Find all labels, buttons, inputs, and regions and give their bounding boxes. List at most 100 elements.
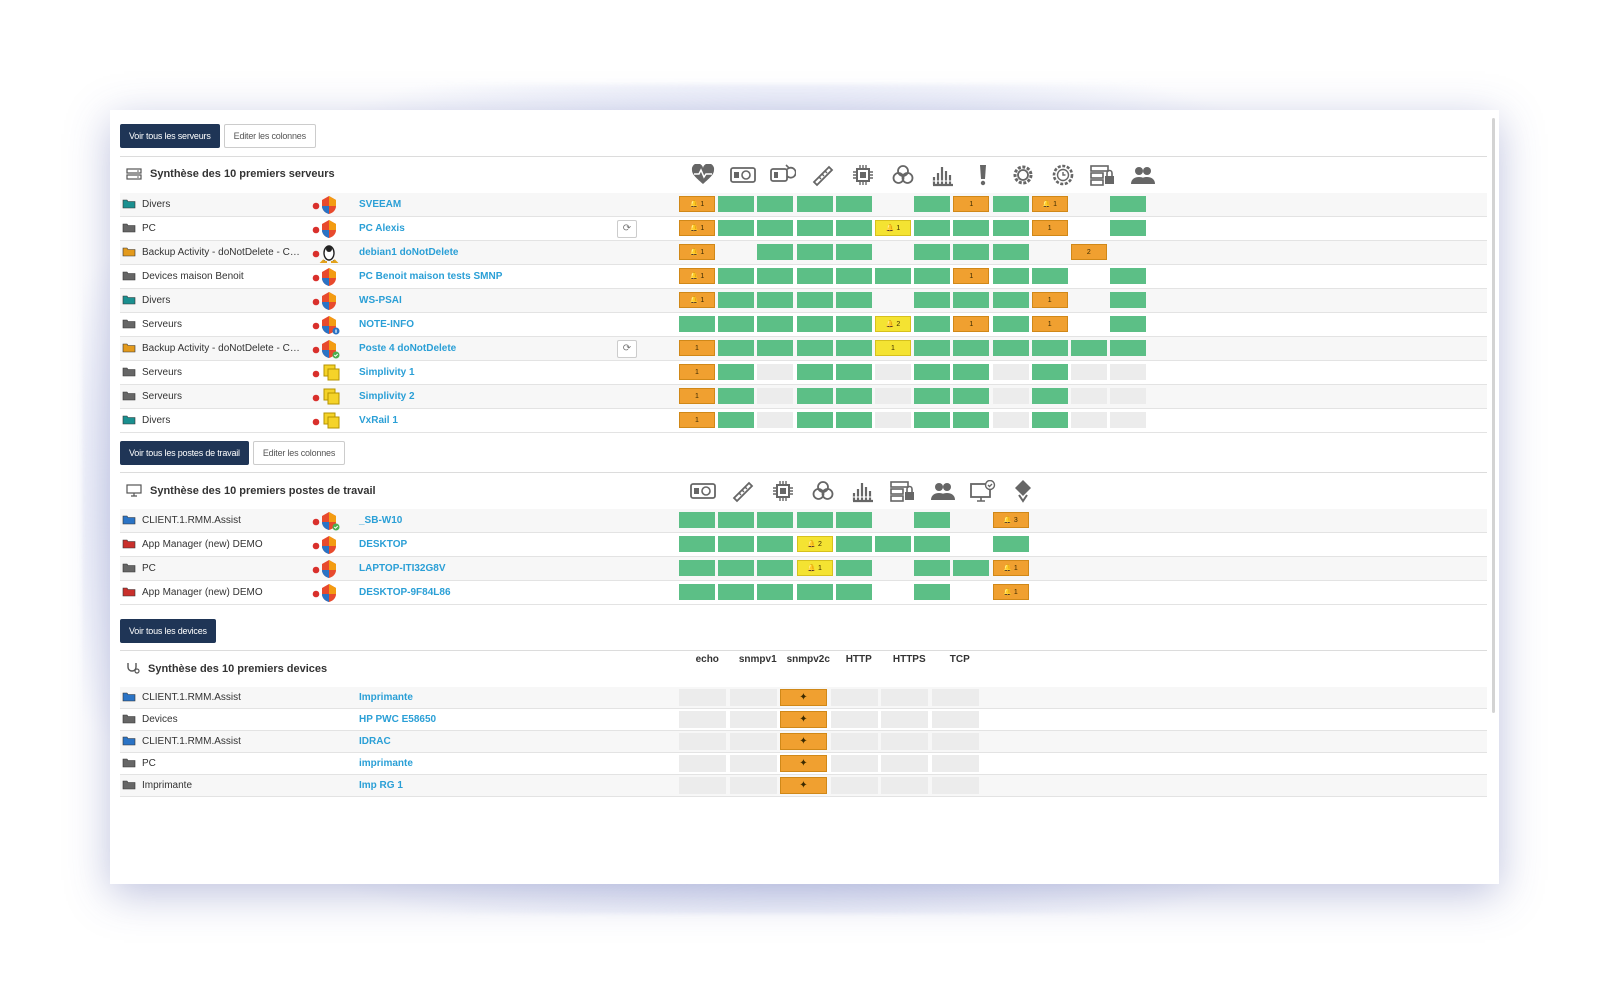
status-cell[interactable]: [718, 536, 755, 552]
host-link[interactable]: debian1 doNotDelete: [359, 247, 459, 258]
table-row[interactable]: App Manager (new) DEMO DESKTOP-9F84L86 🔔 …: [120, 581, 1487, 605]
status-cell[interactable]: 🔔 2: [796, 536, 833, 552]
status-cell[interactable]: [796, 196, 833, 212]
status-cell[interactable]: [1070, 412, 1107, 428]
status-cell[interactable]: 🔔 1: [992, 584, 1029, 600]
status-cell[interactable]: [874, 268, 911, 284]
host-link[interactable]: Simplivity 2: [359, 391, 415, 402]
status-cell[interactable]: [729, 777, 777, 794]
status-cell[interactable]: [718, 268, 755, 284]
status-cell[interactable]: [796, 340, 833, 356]
status-cell[interactable]: [835, 584, 872, 600]
status-cell[interactable]: [914, 388, 951, 404]
status-cell[interactable]: [1070, 340, 1107, 356]
status-cell[interactable]: 2: [1070, 244, 1107, 260]
status-cell[interactable]: [875, 244, 911, 260]
status-cell[interactable]: [874, 364, 911, 380]
status-cell[interactable]: [757, 316, 794, 332]
group-cell[interactable]: CLIENT.1.RMM.Assist: [122, 509, 241, 532]
status-cell[interactable]: [718, 292, 755, 308]
group-cell[interactable]: CLIENT.1.RMM.Assist: [122, 731, 241, 752]
status-cell[interactable]: [718, 340, 755, 356]
table-row[interactable]: Serveurs Simplivity 2 1: [120, 385, 1487, 409]
status-cell[interactable]: [718, 220, 755, 236]
status-cell[interactable]: [875, 512, 911, 528]
status-cell[interactable]: [914, 292, 951, 308]
status-cell[interactable]: [835, 220, 872, 236]
edit-columns-button[interactable]: Editer les colonnes: [223, 124, 316, 148]
status-cell[interactable]: [874, 388, 911, 404]
status-cell[interactable]: [796, 244, 833, 260]
host-link[interactable]: PC Benoit maison tests SMNP: [359, 271, 503, 282]
status-cell[interactable]: [992, 244, 1029, 260]
status-cell[interactable]: 🔔 1: [679, 196, 715, 212]
status-cell[interactable]: [914, 196, 951, 212]
status-cell[interactable]: 🔔 1: [796, 560, 833, 576]
refresh-icon[interactable]: ⟳: [617, 220, 637, 238]
table-row[interactable]: Backup Activity - doNotDelete - Cli... P…: [120, 337, 1487, 361]
status-cell[interactable]: [679, 689, 726, 706]
host-link[interactable]: DESKTOP-9F84L86: [359, 587, 451, 598]
status-cell[interactable]: [1071, 292, 1107, 308]
status-cell[interactable]: [875, 292, 911, 308]
host-link[interactable]: LAPTOP-ITI32G8V: [359, 563, 446, 574]
status-cell[interactable]: [1031, 340, 1068, 356]
group-cell[interactable]: PC: [122, 753, 156, 774]
status-cell[interactable]: 🔔 1: [679, 220, 715, 236]
status-cell[interactable]: [718, 584, 755, 600]
table-row[interactable]: Backup Activity - doNotDelete - Cli... d…: [120, 241, 1487, 265]
status-cell[interactable]: 🔔 1: [1031, 196, 1068, 212]
status-cell[interactable]: [757, 536, 794, 552]
host-link[interactable]: VxRail 1: [359, 415, 398, 426]
status-cell[interactable]: [1032, 244, 1068, 260]
status-cell[interactable]: [1110, 196, 1147, 212]
status-cell[interactable]: [796, 220, 833, 236]
status-cell[interactable]: [953, 244, 990, 260]
status-cell[interactable]: 1: [679, 340, 715, 356]
status-cell[interactable]: [992, 316, 1029, 332]
status-cell[interactable]: [679, 560, 715, 576]
status-cell[interactable]: 🔔 2: [874, 316, 911, 332]
group-cell[interactable]: Backup Activity - doNotDelete - Cli...: [122, 241, 300, 264]
status-cell[interactable]: [757, 340, 794, 356]
group-cell[interactable]: Serveurs: [122, 385, 182, 408]
status-cell[interactable]: [835, 268, 872, 284]
status-cell[interactable]: [757, 412, 794, 428]
status-cell[interactable]: [757, 268, 794, 284]
status-cell[interactable]: [679, 316, 715, 332]
status-cell[interactable]: [992, 292, 1029, 308]
edit-columns-button[interactable]: Editer les colonnes: [252, 441, 346, 465]
status-cell[interactable]: [718, 412, 755, 428]
status-cell[interactable]: [914, 512, 951, 528]
status-cell[interactable]: ✦: [780, 733, 827, 750]
group-cell[interactable]: Imprimante: [122, 775, 192, 796]
status-cell[interactable]: [679, 512, 715, 528]
status-cell[interactable]: [874, 536, 911, 552]
status-cell[interactable]: [1031, 364, 1068, 380]
table-row[interactable]: Imprimante Imp RG 1 ✦: [120, 775, 1487, 797]
status-cell[interactable]: [718, 388, 755, 404]
status-cell[interactable]: [914, 268, 951, 284]
table-row[interactable]: CLIENT.1.RMM.Assist _SB-W10 🔔 3: [120, 509, 1487, 533]
device-link[interactable]: IDRAC: [359, 736, 391, 747]
status-cell[interactable]: [679, 733, 726, 750]
status-cell[interactable]: [1031, 412, 1068, 428]
status-cell[interactable]: [914, 340, 951, 356]
status-cell[interactable]: [914, 244, 951, 260]
status-cell[interactable]: [718, 364, 755, 380]
group-cell[interactable]: Serveurs: [122, 361, 182, 384]
table-row[interactable]: PC imprimante ✦: [120, 753, 1487, 775]
status-cell[interactable]: [1110, 220, 1147, 236]
status-cell[interactable]: [679, 711, 726, 728]
group-cell[interactable]: Backup Activity - doNotDelete - Cli...: [122, 337, 300, 360]
status-cell[interactable]: [757, 220, 794, 236]
host-link[interactable]: DESKTOP: [359, 539, 408, 550]
status-cell[interactable]: [1070, 364, 1107, 380]
status-cell[interactable]: [992, 196, 1029, 212]
table-row[interactable]: Divers SVEEAM 🔔 1 1 🔔 1: [120, 193, 1487, 217]
host-link[interactable]: WS-PSAI: [359, 295, 402, 306]
status-cell[interactable]: [881, 711, 928, 728]
status-cell[interactable]: [953, 388, 990, 404]
status-cell[interactable]: [757, 196, 794, 212]
group-cell[interactable]: Serveurs: [122, 313, 182, 336]
